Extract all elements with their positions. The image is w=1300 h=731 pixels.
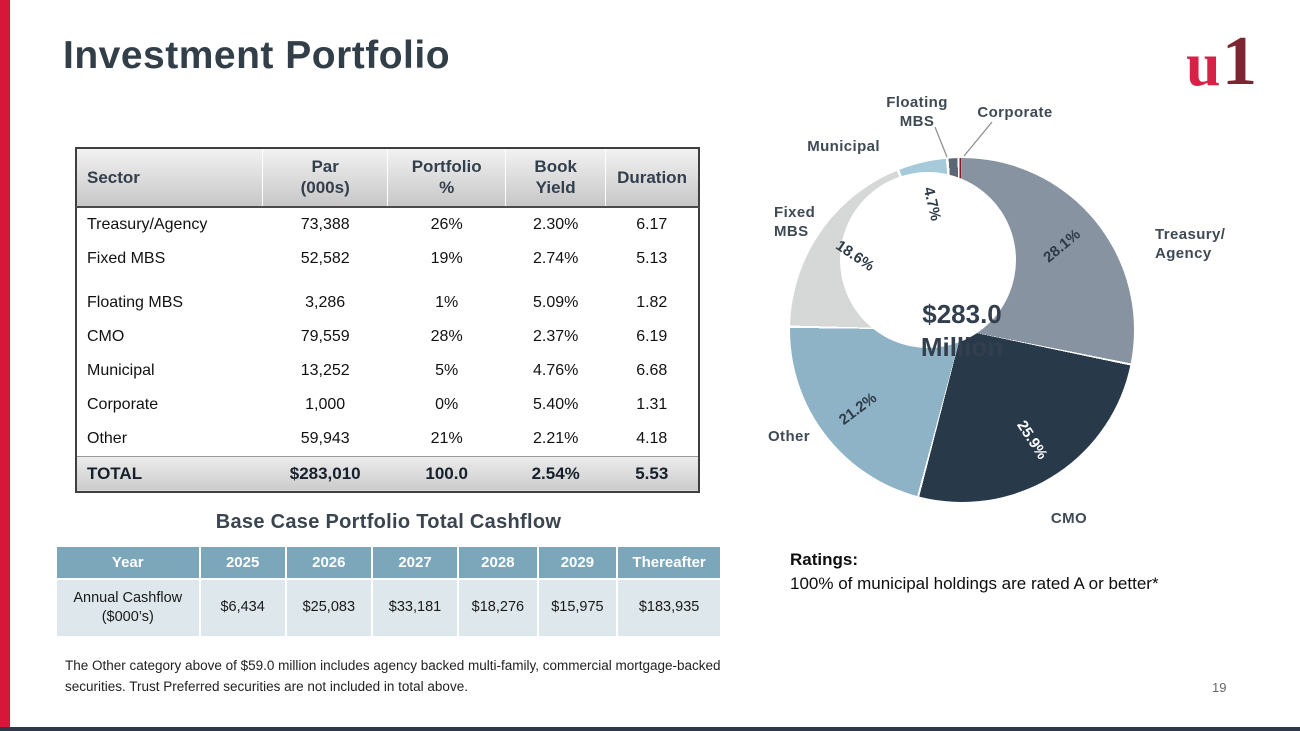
table-row-cmo: CMO 79,559 28% 2.37% 6.19 — [87, 327, 668, 345]
cashflow-col-2029: 2029 — [537, 547, 619, 580]
cashflow-col-2027: 2027 — [371, 547, 460, 580]
donut-hole — [840, 172, 1016, 348]
page-title: Investment Portfolio — [63, 34, 451, 77]
cashflow-title: Base Case Portfolio Total Cashflow — [215, 511, 562, 533]
col-header-duration: Duration — [605, 148, 699, 208]
cashflow-table: Year 2025 2026 2027 2028 2029 Thereafter… — [57, 547, 720, 636]
table-row-treasury-agency: Treasury/Agency 73,388 26% 2.30% 6.17 — [87, 215, 668, 233]
logo-letter-one: 1 — [1222, 23, 1257, 100]
bottom-footer-bar — [0, 727, 1300, 731]
col-header-book-yield: Book Yield — [505, 148, 607, 208]
left-accent-bar — [0, 0, 10, 731]
cashflow-header-row: Year 2025 2026 2027 2028 2029 Thereafter — [57, 547, 720, 580]
cashflow-col-thereafter: Thereafter — [617, 547, 720, 580]
col-header-portfolio-pct: Portfolio % — [387, 148, 507, 208]
leader-lines — [934, 121, 993, 158]
footnote: The Other category above of $59.0 millio… — [65, 658, 721, 694]
ratings-block: Ratings: 100% of municipal holdings are … — [790, 550, 1159, 594]
page-number: 19 — [1212, 680, 1227, 695]
table-row-corporate: Corporate 1,000 0% 5.40% 1.31 — [87, 395, 668, 413]
slice-label-other: Other — [767, 428, 810, 445]
slice-label-treasury-agency: Treasury/ Agency — [1155, 226, 1226, 262]
table-row-fixed-mbs: Fixed MBS 52,582 19% 2.74% 5.13 — [87, 249, 668, 267]
table-row-municipal: Municipal 13,252 5% 4.76% 6.68 — [87, 361, 668, 379]
col-header-sector: Sector — [76, 148, 264, 208]
table-row-total: TOTAL $283,010 100.0 2.54% 5.53 — [76, 455, 699, 492]
cashflow-col-year: Year — [57, 547, 201, 580]
table-row-floating-mbs: Floating MBS 3,286 1% 5.09% 1.82 — [87, 293, 668, 311]
logo-letter-u: u — [1186, 31, 1221, 99]
portfolio-donut-chart: $283.0 Million 28.1% 25.9% 21.2% 18.6% 4… — [756, 88, 1300, 568]
slice-label-municipal: Municipal — [807, 138, 880, 155]
slice-label-floating-mbs: Floating MBS — [886, 94, 948, 130]
donut-center-label: $283.0 Million — [920, 299, 1004, 362]
cashflow-col-2028: 2028 — [458, 547, 539, 580]
ratings-text: 100% of municipal holdings are rated A o… — [790, 574, 1159, 593]
slice-label-fixed-mbs: Fixed MBS — [774, 204, 816, 240]
table-row-other: Other 59,943 21% 2.21% 4.18 — [87, 429, 668, 447]
cashflow-row-label: Annual Cashflow ($000’s) — [57, 579, 201, 636]
cashflow-col-2025: 2025 — [199, 547, 287, 580]
col-header-par: Par (000s) — [262, 148, 388, 208]
cashflow-data-row: Annual Cashflow ($000’s) $6,434 $25,083 … — [57, 579, 720, 636]
slice-label-corporate: Corporate — [977, 104, 1053, 121]
company-logo: u 1 — [1186, 22, 1272, 100]
ratings-heading: Ratings: — [790, 550, 858, 569]
sector-table-header-row: Sector Par (000s) Portfolio % Book Yield… — [76, 148, 699, 208]
cashflow-col-2026: 2026 — [285, 547, 373, 580]
sector-table: Sector Par (000s) Portfolio % Book Yield… — [75, 147, 700, 493]
slice-label-cmo: CMO — [1050, 510, 1088, 527]
